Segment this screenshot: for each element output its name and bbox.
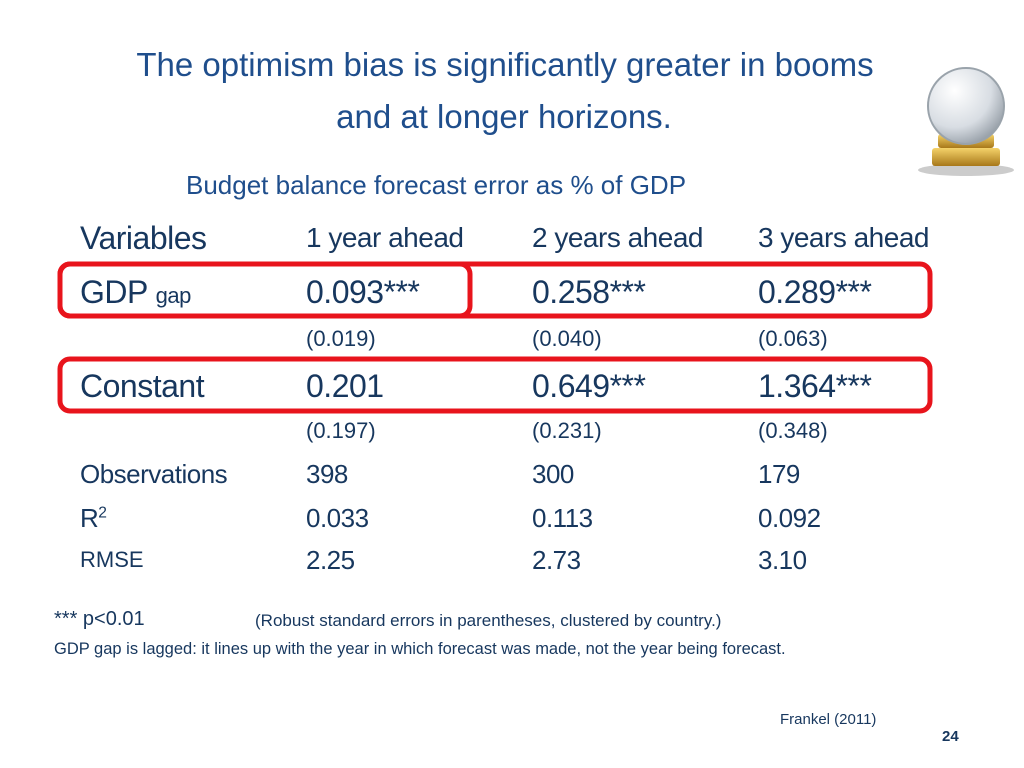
cell: 0.289*** <box>758 274 872 310</box>
column-header: 1 year ahead <box>306 222 464 253</box>
cell: 0.093*** <box>306 274 420 310</box>
row-label: Observations <box>80 459 228 489</box>
cell: 0.201 <box>306 368 384 404</box>
cell: 1.364*** <box>758 368 872 404</box>
cell: (0.040) <box>532 326 602 351</box>
cell: 2.25 <box>306 545 355 575</box>
column-header: Variables <box>80 220 207 256</box>
cell: (0.019) <box>306 326 376 351</box>
row-label: Constant <box>80 368 205 404</box>
footnote: GDP gap is lagged: it lines up with the … <box>54 640 786 658</box>
cell: 2.73 <box>532 545 581 575</box>
cell: 0.113 <box>532 503 593 533</box>
crystal-ball-icon <box>918 67 1014 176</box>
cell: 179 <box>758 459 800 489</box>
cell: 300 <box>532 459 574 489</box>
cell: 3.10 <box>758 545 807 575</box>
highlight-box <box>57 261 473 319</box>
cell: 0.033 <box>306 503 369 533</box>
footnote: (Robust standard errors in parentheses, … <box>255 611 722 630</box>
row-label: GDP gap <box>80 276 191 308</box>
column-header: 3 years ahead <box>758 222 929 253</box>
cell: 0.092 <box>758 503 821 533</box>
subtitle: Budget balance forecast error as % of GD… <box>186 170 687 200</box>
column-header: 2 years ahead <box>532 222 703 253</box>
cell: 0.258*** <box>532 274 646 310</box>
title-line: The optimism bias is significantly great… <box>136 46 874 83</box>
highlight-box <box>57 356 933 414</box>
row-label: RMSE <box>80 547 144 572</box>
cell: (0.063) <box>758 326 828 351</box>
cell: (0.348) <box>758 418 828 443</box>
row-label: R2 <box>80 503 107 533</box>
cell: (0.197) <box>306 418 376 443</box>
cell: 398 <box>306 459 348 489</box>
cell: (0.231) <box>532 418 602 443</box>
row-label-text: GDP <box>80 274 148 310</box>
row-label-note: gap <box>155 283 192 308</box>
cell: 0.649*** <box>532 368 646 404</box>
page-number: 24 <box>942 728 959 745</box>
source: Frankel (2011) <box>780 711 877 728</box>
title-line: and at longer horizons. <box>336 98 672 135</box>
footnote: *** p<0.01 <box>54 608 145 630</box>
row-label-superscript: 2 <box>98 504 107 522</box>
row-label-text: R <box>80 503 99 533</box>
